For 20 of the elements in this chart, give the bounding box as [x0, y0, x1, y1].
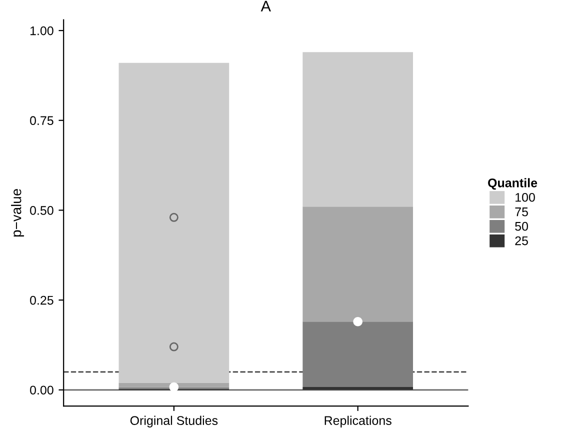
legend-label: 75	[515, 208, 528, 216]
y-tick-label: 0.00	[30, 386, 54, 395]
bar	[118, 62, 230, 383]
bar	[302, 322, 414, 388]
y-axis-title: p−value	[11, 189, 24, 237]
bar	[118, 382, 230, 388]
y-tick-label: 0.50	[30, 206, 54, 215]
legend-label: 25	[515, 236, 528, 246]
x-tick-label: Replications	[324, 416, 392, 428]
chart-title: A	[260, 0, 271, 12]
legend-label: 100	[516, 192, 535, 202]
legend-title: Quantile	[488, 178, 538, 190]
y-tick-label: 0.75	[30, 116, 54, 126]
bar	[302, 206, 414, 322]
y-tick-label: 0.25	[30, 296, 54, 305]
bar	[302, 52, 414, 207]
y-tick-label: 1.00	[30, 26, 54, 36]
bar	[302, 387, 414, 390]
x-tick-label: Original Studies	[130, 416, 218, 428]
legend-label: 50	[515, 222, 528, 231]
